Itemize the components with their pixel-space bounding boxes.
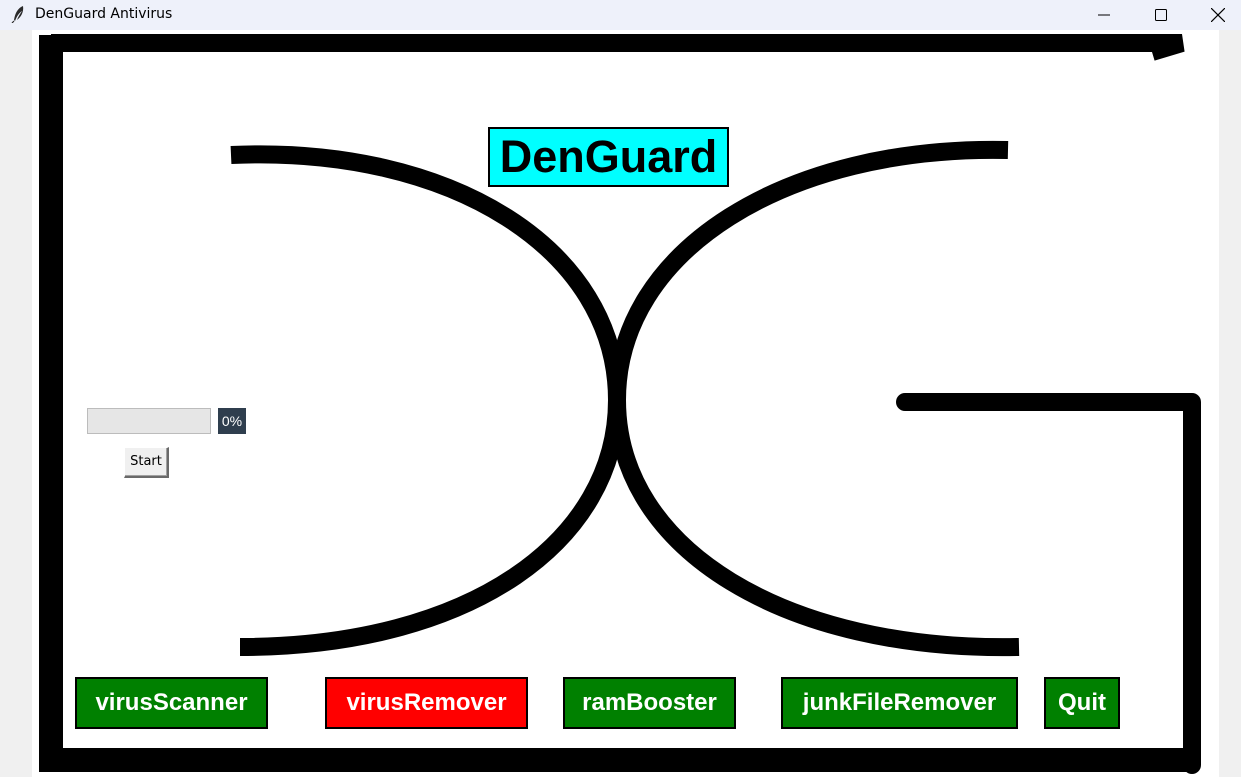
maximize-button[interactable] — [1133, 0, 1189, 30]
app-title-label: DenGuard — [488, 127, 729, 187]
close-button[interactable] — [1190, 0, 1241, 30]
virus-scanner-button[interactable]: virusScanner — [75, 677, 268, 729]
virus-remover-button[interactable]: virusRemover — [325, 677, 528, 729]
maximize-icon — [1155, 9, 1167, 21]
main-canvas: DenGuard 0% Start virusScanner virusRemo… — [32, 30, 1219, 777]
scan-progress-bar — [87, 408, 211, 434]
progress-percent-label: 0% — [218, 408, 246, 434]
minimize-button[interactable] — [1076, 0, 1132, 30]
ram-booster-button[interactable]: ramBooster — [563, 677, 736, 729]
dg-logo-background — [39, 34, 1201, 774]
title-bar: DenGuard Antivirus — [0, 0, 1241, 30]
close-icon — [1211, 8, 1225, 22]
start-button[interactable]: Start — [124, 447, 169, 478]
quit-button[interactable]: Quit — [1044, 677, 1120, 729]
window-title: DenGuard Antivirus — [35, 6, 173, 22]
junk-file-remover-button[interactable]: junkFileRemover — [781, 677, 1018, 729]
feather-icon — [10, 5, 28, 24]
minimize-icon — [1098, 14, 1110, 16]
